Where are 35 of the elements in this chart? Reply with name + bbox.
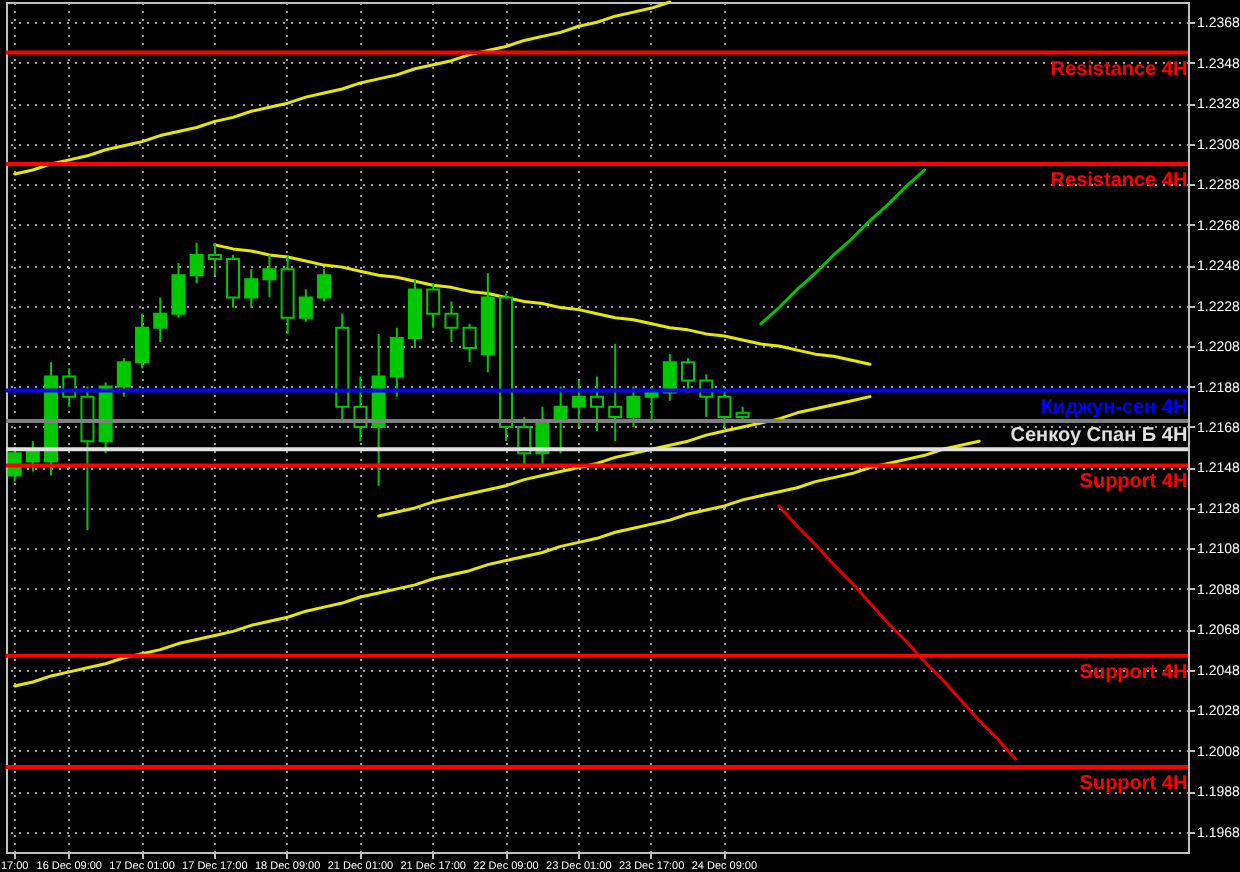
candlestick <box>298 288 313 323</box>
line-series <box>13 439 981 688</box>
candlestick <box>680 357 695 394</box>
line-series <box>759 168 927 326</box>
ref-line-label: Support 4H <box>1079 661 1188 684</box>
candlestick <box>590 375 604 433</box>
candlestick <box>571 379 586 428</box>
candlestick <box>608 343 623 443</box>
candlestick <box>244 268 259 309</box>
candlestick <box>462 322 477 364</box>
candlestick <box>262 253 277 299</box>
ref-line-label: Support 4H <box>1079 471 1188 494</box>
line-series <box>377 395 872 518</box>
line-series <box>13 0 672 176</box>
candlestick <box>317 268 332 303</box>
line-series <box>777 504 1018 761</box>
candlestick <box>171 262 186 319</box>
candlestick <box>626 385 641 428</box>
candlestick <box>189 241 204 285</box>
candlestick <box>444 300 459 343</box>
ref-line-label: Resistance 4H <box>1050 169 1188 192</box>
candlestick <box>207 241 222 277</box>
candlestick <box>717 385 732 428</box>
line-series <box>213 243 872 366</box>
candlestick <box>80 385 95 532</box>
ref-line-label: Resistance 4H <box>1050 58 1188 81</box>
ref-line-label: Киджун-сен 4H <box>1040 396 1188 419</box>
candlestick <box>426 282 441 329</box>
ref-line-label: Support 4H <box>1079 773 1188 795</box>
candlestick <box>116 357 131 398</box>
candlestick <box>226 253 241 309</box>
candlestick <box>389 326 404 398</box>
candlestick <box>153 296 168 343</box>
candlestick <box>135 312 150 370</box>
ref-line-label: Сенкоу Спан Б 4H <box>1010 425 1188 448</box>
